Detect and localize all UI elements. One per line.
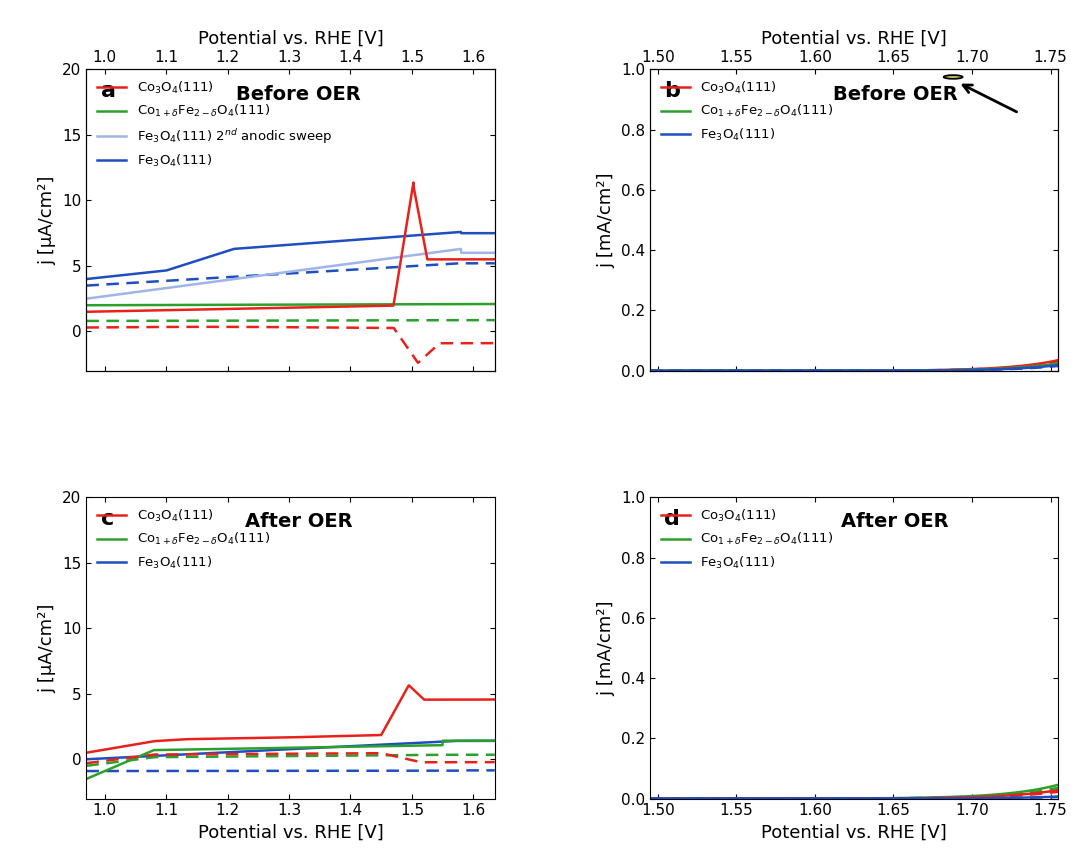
Legend: Co$_3$O$_4$(111), Co$_{1+\delta}$Fe$_{2-\delta}$O$_4$(111), Fe$_3$O$_4$(111) 2$^: Co$_3$O$_4$(111), Co$_{1+\delta}$Fe$_{2-…	[93, 76, 336, 173]
Text: a: a	[100, 82, 116, 102]
Text: Before OER: Before OER	[237, 84, 361, 103]
Legend: Co$_3$O$_4$(111), Co$_{1+\delta}$Fe$_{2-\delta}$O$_4$(111), Fe$_3$O$_4$(111): Co$_3$O$_4$(111), Co$_{1+\delta}$Fe$_{2-…	[657, 76, 837, 147]
X-axis label: Potential vs. RHE [V]: Potential vs. RHE [V]	[198, 824, 383, 842]
X-axis label: Potential vs. RHE [V]: Potential vs. RHE [V]	[761, 824, 947, 842]
Text: b: b	[664, 82, 680, 102]
Y-axis label: j [mA/cm²]: j [mA/cm²]	[597, 600, 616, 695]
X-axis label: Potential vs. RHE [V]: Potential vs. RHE [V]	[198, 30, 383, 48]
Y-axis label: j [μA/cm²]: j [μA/cm²]	[39, 603, 57, 693]
Text: d: d	[664, 510, 680, 529]
Text: After OER: After OER	[245, 512, 352, 531]
Circle shape	[944, 76, 962, 79]
Legend: Co$_3$O$_4$(111), Co$_{1+\delta}$Fe$_{2-\delta}$O$_4$(111), Fe$_3$O$_4$(111): Co$_3$O$_4$(111), Co$_{1+\delta}$Fe$_{2-…	[93, 503, 273, 575]
Legend: Co$_3$O$_4$(111), Co$_{1+\delta}$Fe$_{2-\delta}$O$_4$(111), Fe$_3$O$_4$(111): Co$_3$O$_4$(111), Co$_{1+\delta}$Fe$_{2-…	[657, 503, 837, 575]
Y-axis label: j [mA/cm²]: j [mA/cm²]	[597, 173, 616, 268]
Y-axis label: j [μA/cm²]: j [μA/cm²]	[39, 175, 57, 265]
X-axis label: Potential vs. RHE [V]: Potential vs. RHE [V]	[761, 30, 947, 48]
Text: c: c	[100, 510, 114, 529]
Text: Before OER: Before OER	[833, 84, 957, 103]
Text: After OER: After OER	[841, 512, 949, 531]
